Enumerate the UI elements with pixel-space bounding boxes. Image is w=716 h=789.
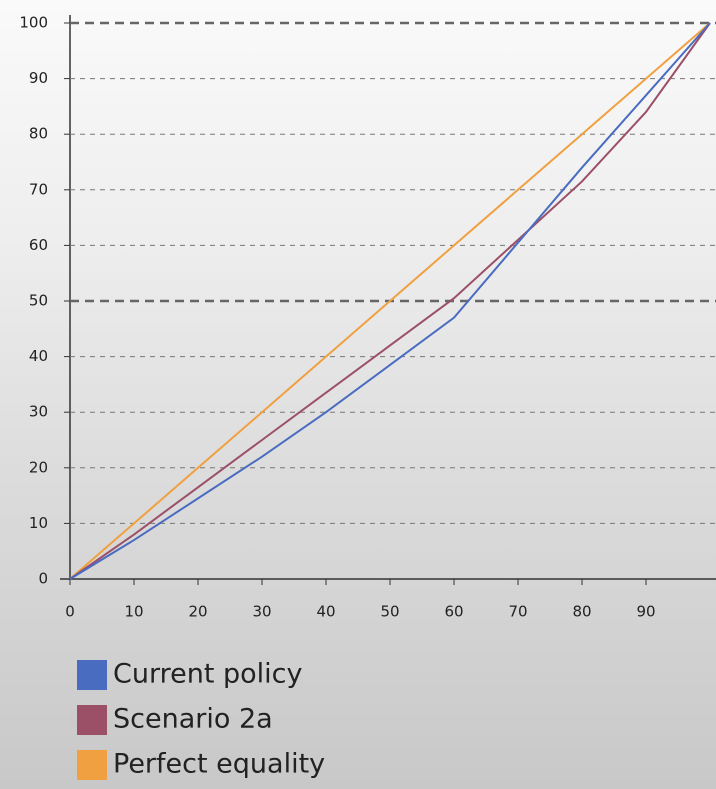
y-tick-label: 30: [29, 403, 48, 421]
y-tick-label: 10: [29, 514, 48, 532]
legend-label: Perfect equality: [113, 749, 325, 780]
y-tick-label: 0: [38, 570, 48, 588]
legend-swatch: [77, 705, 107, 735]
y-tick-label: 70: [29, 180, 48, 198]
x-tick-label: 50: [380, 603, 399, 621]
y-tick-label: 50: [29, 292, 48, 310]
x-tick-label: 80: [572, 603, 591, 621]
legend-swatch: [77, 660, 107, 690]
x-tick-label: 30: [252, 603, 271, 621]
y-tick-label: 60: [29, 236, 48, 254]
legend-swatch: [77, 750, 107, 780]
x-tick-label: 70: [508, 603, 527, 621]
y-tick-label: 40: [29, 347, 48, 365]
series-line: [69, 22, 711, 580]
y-tick-label: 90: [29, 69, 48, 87]
series-line: [69, 22, 711, 580]
x-tick-label: 90: [636, 603, 655, 621]
x-tick-label: 10: [124, 603, 143, 621]
y-tick-label: 20: [29, 458, 48, 476]
legend-label: Current policy: [113, 659, 302, 690]
x-tick-label: 60: [444, 603, 463, 621]
x-tick-label: 40: [316, 603, 335, 621]
legend-label: Scenario 2a: [113, 704, 273, 735]
y-tick-label: 100: [19, 14, 48, 32]
y-tick-label: 80: [29, 125, 48, 143]
series-line: [69, 22, 711, 580]
x-tick-label: 20: [188, 603, 207, 621]
x-tick-label: 0: [65, 603, 75, 621]
